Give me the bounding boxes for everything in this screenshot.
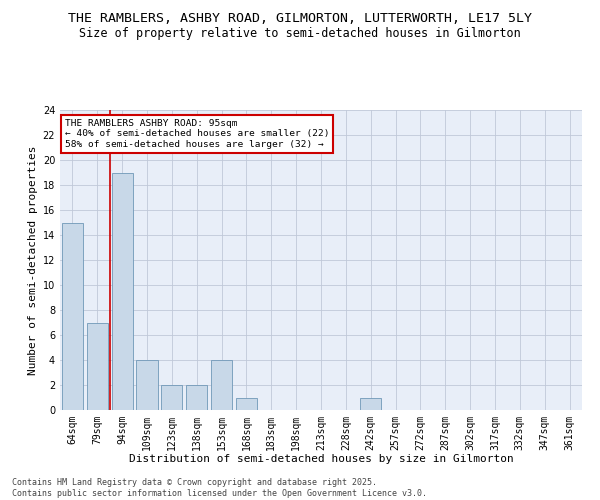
Bar (360, 398, 381, 410)
Bar (236, 398, 257, 410)
Bar (186, 385, 207, 410)
Bar (87, 322, 108, 410)
Text: Contains HM Land Registry data © Crown copyright and database right 2025.
Contai: Contains HM Land Registry data © Crown c… (12, 478, 427, 498)
X-axis label: Distribution of semi-detached houses by size in Gilmorton: Distribution of semi-detached houses by … (128, 454, 514, 464)
Text: Size of property relative to semi-detached houses in Gilmorton: Size of property relative to semi-detach… (79, 28, 521, 40)
Text: THE RAMBLERS, ASHBY ROAD, GILMORTON, LUTTERWORTH, LE17 5LY: THE RAMBLERS, ASHBY ROAD, GILMORTON, LUT… (68, 12, 532, 26)
Bar (211, 360, 232, 410)
Text: THE RAMBLERS ASHBY ROAD: 95sqm
← 40% of semi-detached houses are smaller (22)
58: THE RAMBLERS ASHBY ROAD: 95sqm ← 40% of … (65, 119, 330, 149)
Bar (136, 360, 158, 410)
Bar (161, 385, 182, 410)
Bar (62, 222, 83, 410)
Y-axis label: Number of semi-detached properties: Number of semi-detached properties (28, 145, 38, 375)
Bar (112, 172, 133, 410)
